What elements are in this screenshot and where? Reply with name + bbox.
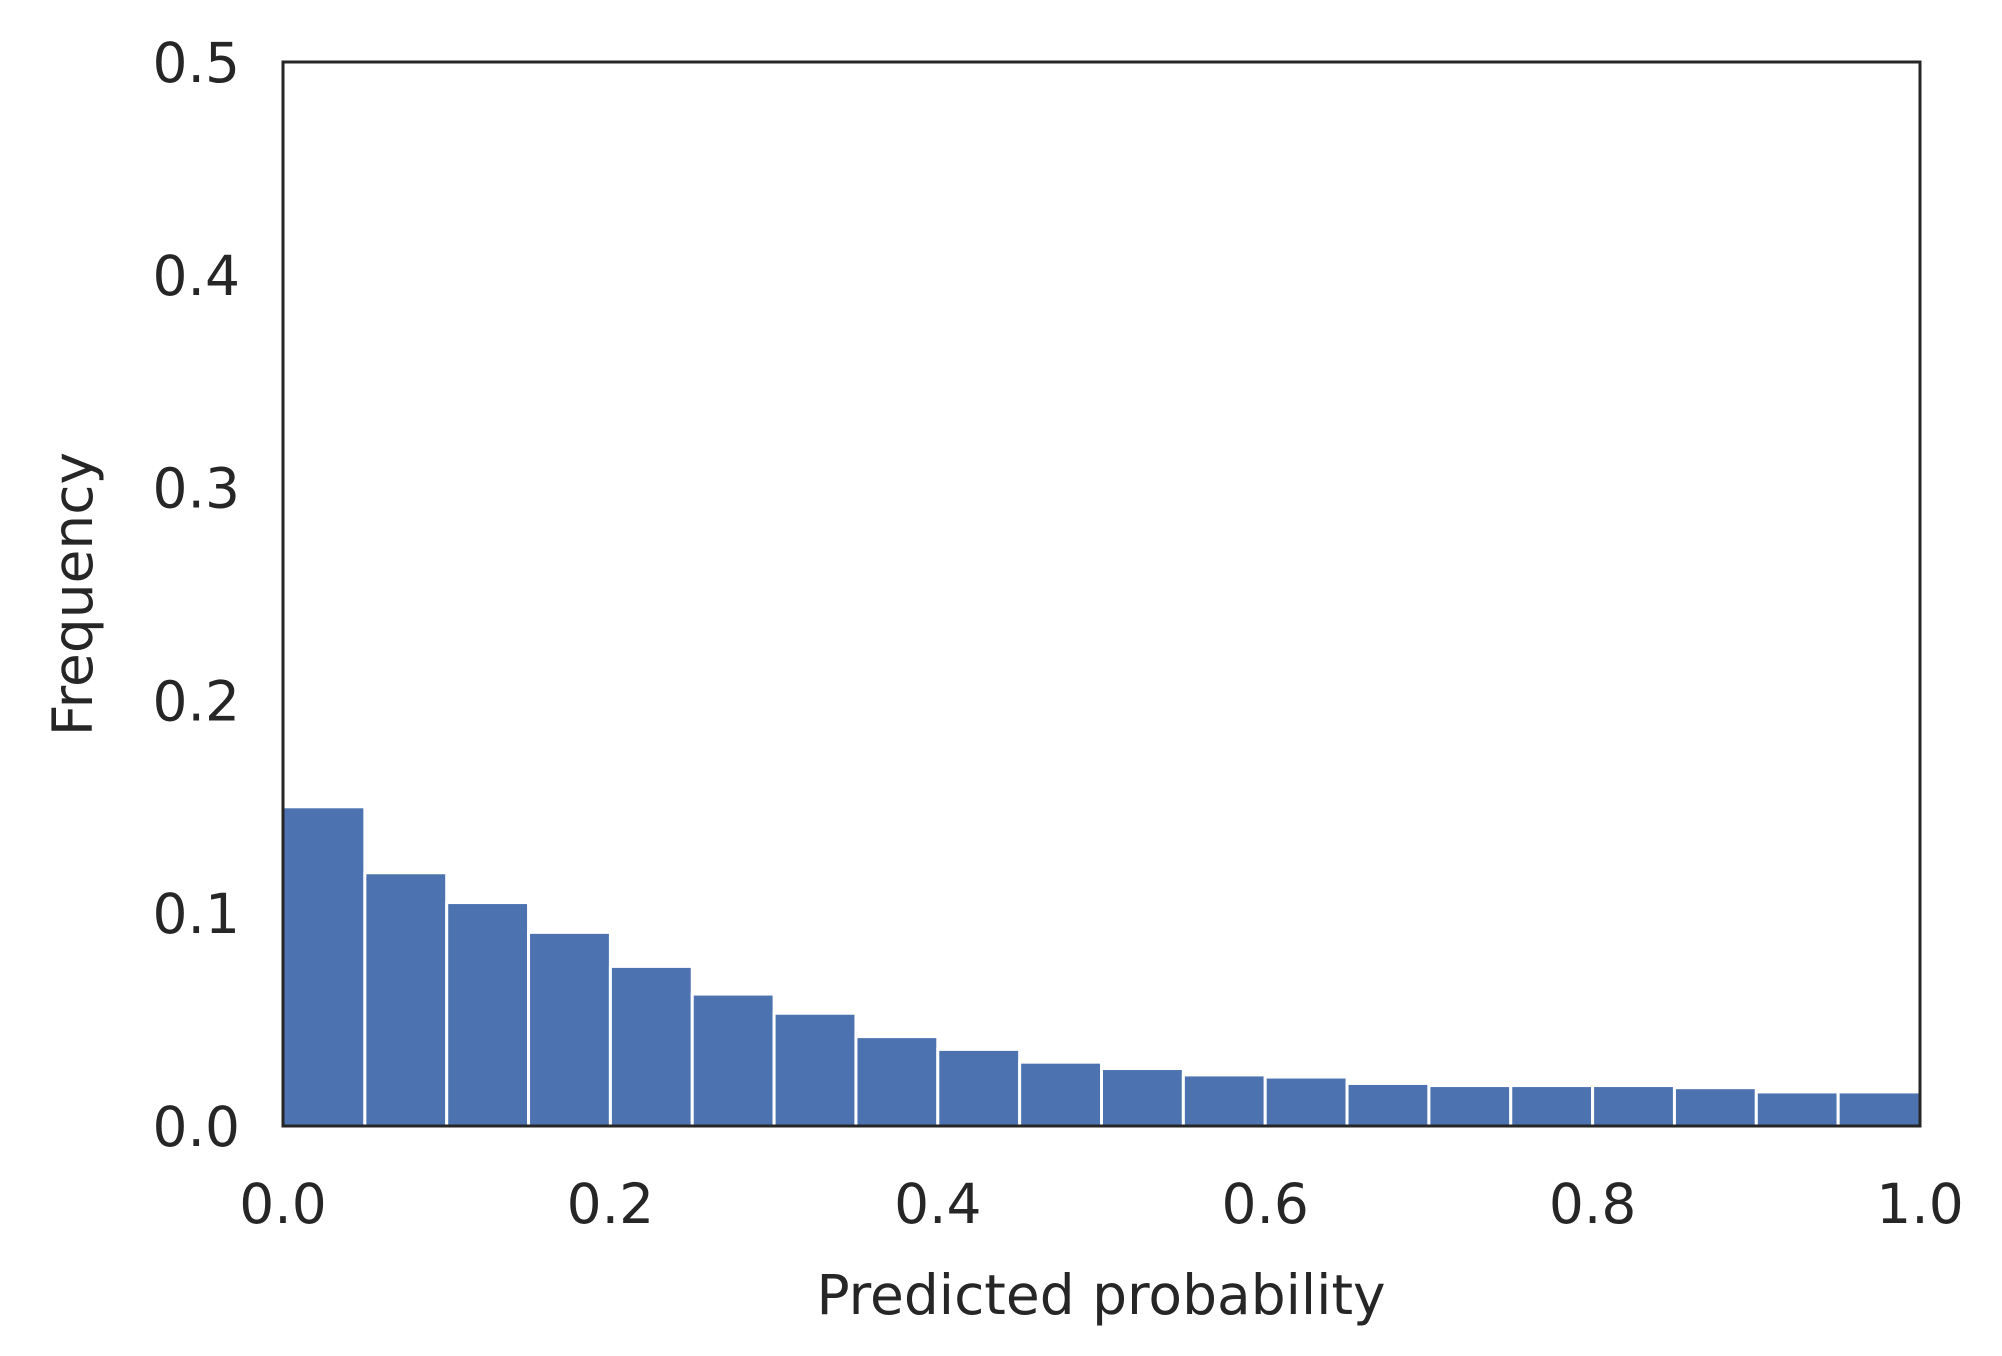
histogram-bar (1100, 1067, 1185, 1128)
x-tick-label: 0.2 (567, 1172, 654, 1236)
x-axis-tick-labels: 0.0 0.2 0.4 0.6 0.8 1.0 (239, 1172, 1963, 1236)
histogram-bar (1181, 1073, 1267, 1128)
histogram-bar (608, 964, 694, 1128)
histogram-bar (527, 930, 612, 1128)
y-tick-label: 0.3 (153, 457, 240, 521)
x-tick-label: 0.0 (239, 1172, 326, 1236)
y-axis-tick-labels: 0.0 0.1 0.2 0.3 0.4 0.5 (153, 31, 240, 1159)
x-axis-label: Predicted probability (816, 1263, 1385, 1327)
x-tick-label: 0.8 (1549, 1172, 1636, 1236)
histogram-bar (1591, 1084, 1676, 1128)
histogram-bar (690, 992, 776, 1128)
histogram-bar (1345, 1081, 1431, 1128)
histogram-bar (363, 871, 449, 1128)
y-axis-label: Frequency (41, 452, 105, 736)
y-tick-label: 0.2 (153, 669, 240, 733)
x-tick-label: 1.0 (1876, 1172, 1963, 1236)
plot-frame (281, 60, 1922, 1128)
y-tick-label: 0.4 (153, 244, 240, 308)
histogram-bars (281, 805, 1922, 1128)
histogram-bar (1509, 1084, 1595, 1128)
histogram-bar (1427, 1084, 1513, 1128)
histogram-bar (936, 1047, 1022, 1128)
y-tick-label: 0.0 (153, 1095, 240, 1159)
histogram-bar (772, 1011, 858, 1128)
histogram-bar (1672, 1086, 1758, 1128)
histogram-bar (854, 1035, 940, 1128)
histogram-bar (1754, 1090, 1840, 1128)
histogram-bar (281, 805, 367, 1128)
x-tick-label: 0.4 (894, 1172, 981, 1236)
y-tick-label: 0.1 (153, 882, 240, 946)
y-tick-label: 0.5 (153, 31, 240, 95)
histogram-bar (1836, 1090, 1922, 1128)
x-tick-label: 0.6 (1221, 1172, 1308, 1236)
histogram-bar (445, 901, 531, 1128)
histogram-bar (1263, 1075, 1349, 1128)
histogram-bar (1018, 1060, 1104, 1128)
